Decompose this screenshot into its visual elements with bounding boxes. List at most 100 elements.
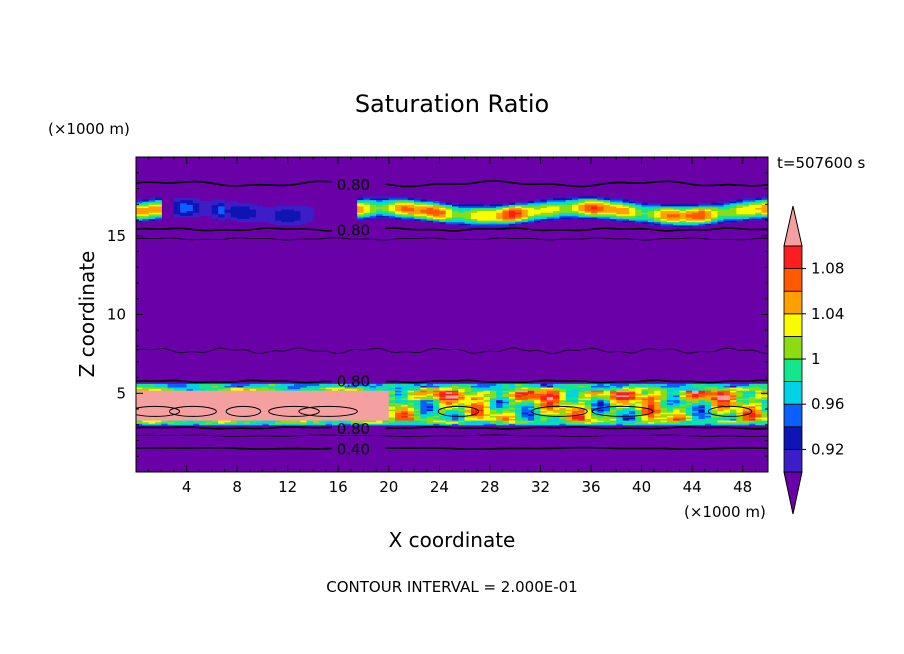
lower-layer-cell (553, 394, 561, 397)
upper-layer-cell (635, 202, 643, 205)
upper-layer-cell (452, 204, 459, 207)
upper-layer-cell (540, 207, 548, 210)
lower-layer-cell (167, 416, 175, 420)
upper-layer-cell (433, 210, 440, 213)
upper-layer-cell (559, 199, 567, 202)
lower-layer-cell (281, 420, 289, 423)
lower-layer-cell (761, 401, 768, 404)
lower-layer-cell (294, 420, 301, 423)
lower-layer-cell (136, 407, 143, 410)
lower-layer-cell (319, 421, 327, 424)
lower-layer-cell (464, 420, 472, 423)
lower-layer-cell (230, 397, 238, 401)
lower-layer-cell (357, 405, 365, 409)
lower-layer-cell (325, 385, 333, 388)
lower-layer-cell (306, 416, 314, 420)
upper-layer-cell (173, 201, 181, 204)
lower-layer-cell (452, 402, 459, 405)
lower-layer-cell (508, 409, 516, 412)
lower-layer-cell (565, 396, 573, 399)
lower-layer-cell (167, 383, 175, 386)
upper-layer-cell (230, 212, 238, 215)
lower-layer-cell (540, 410, 548, 413)
lower-layer-cell (641, 416, 649, 420)
lower-layer-cell (154, 386, 162, 390)
lower-layer-cell (382, 396, 390, 399)
upper-layer-cell (730, 212, 737, 215)
lower-layer-cell (572, 420, 579, 423)
lower-layer-cell (679, 391, 687, 394)
lower-layer-cell (224, 409, 232, 412)
upper-layer-cell (591, 213, 598, 216)
upper-layer-cell (704, 223, 712, 226)
upper-layer-cell (180, 208, 188, 212)
lower-layer-cell (445, 421, 453, 424)
lower-saturation-layer (136, 383, 768, 426)
lower-layer-cell (578, 415, 586, 418)
upper-layer-cell (224, 202, 232, 205)
lower-layer-cell (723, 420, 731, 423)
upper-layer-cell (616, 197, 624, 201)
upper-layer-cell (647, 221, 655, 224)
lower-layer-cell (426, 390, 434, 393)
lower-layer-cell (502, 391, 510, 394)
lower-layer-cell (433, 409, 440, 412)
lower-layer-cell (628, 391, 636, 394)
lower-layer-cell (666, 402, 674, 405)
upper-layer-cell (666, 215, 674, 218)
upper-layer-cell (515, 205, 523, 208)
lower-layer-cell (319, 386, 327, 390)
upper-layer-cell (433, 204, 440, 207)
lower-layer-cell (338, 388, 346, 391)
upper-layer-cell (414, 212, 421, 215)
lower-layer-cell (388, 412, 396, 415)
lower-layer-cell (736, 397, 744, 401)
lower-layer-cell (224, 410, 232, 413)
lower-layer-cell (717, 393, 725, 396)
upper-layer-cell (572, 212, 579, 215)
lower-layer-cell (540, 402, 548, 405)
lower-layer-cell (749, 416, 756, 420)
lower-layer-cell (312, 421, 320, 424)
lower-layer-cell (515, 407, 523, 410)
lower-layer-cell (508, 420, 516, 423)
upper-layer-cell (414, 216, 421, 220)
upper-layer-cell (565, 197, 573, 201)
lower-layer-cell (350, 386, 358, 390)
lower-layer-cell (256, 410, 263, 413)
upper-layer-cell (616, 216, 624, 220)
lower-layer-cell (256, 415, 263, 418)
lower-layer-cell (527, 402, 535, 405)
lower-layer-cell (641, 404, 649, 407)
lower-layer-cell (489, 388, 497, 391)
upper-layer-cell (704, 205, 712, 208)
upper-layer-cell (433, 212, 440, 215)
upper-layer-cell (382, 204, 390, 207)
lower-layer-cell (685, 393, 693, 396)
upper-layer-cell (376, 212, 384, 215)
upper-layer-cell (673, 218, 681, 221)
lower-layer-cell (426, 393, 434, 396)
lower-layer-cell (186, 391, 194, 394)
lower-layer-cell (464, 409, 472, 412)
lower-layer-cell (470, 383, 478, 386)
lower-layer-cell (647, 393, 655, 396)
upper-layer-cell (281, 210, 289, 213)
upper-layer-cell (660, 224, 668, 227)
lower-layer-cell (673, 393, 681, 396)
lower-layer-cell (142, 412, 150, 415)
lower-layer-cell (616, 388, 624, 391)
upper-layer-cell (433, 208, 440, 212)
lower-layer-cell (521, 388, 529, 391)
lower-layer-cell (407, 416, 415, 420)
lower-layer-cell (597, 383, 605, 386)
lower-layer-cell (673, 390, 681, 393)
lower-layer-cell (736, 418, 744, 421)
lower-layer-cell (148, 412, 156, 415)
upper-layer-cell (591, 201, 598, 204)
upper-layer-cell (616, 201, 624, 204)
lower-layer-cell (761, 423, 768, 426)
lower-layer-cell (376, 391, 384, 394)
lower-layer-cell (603, 393, 611, 396)
upper-layer-cell (445, 223, 453, 226)
